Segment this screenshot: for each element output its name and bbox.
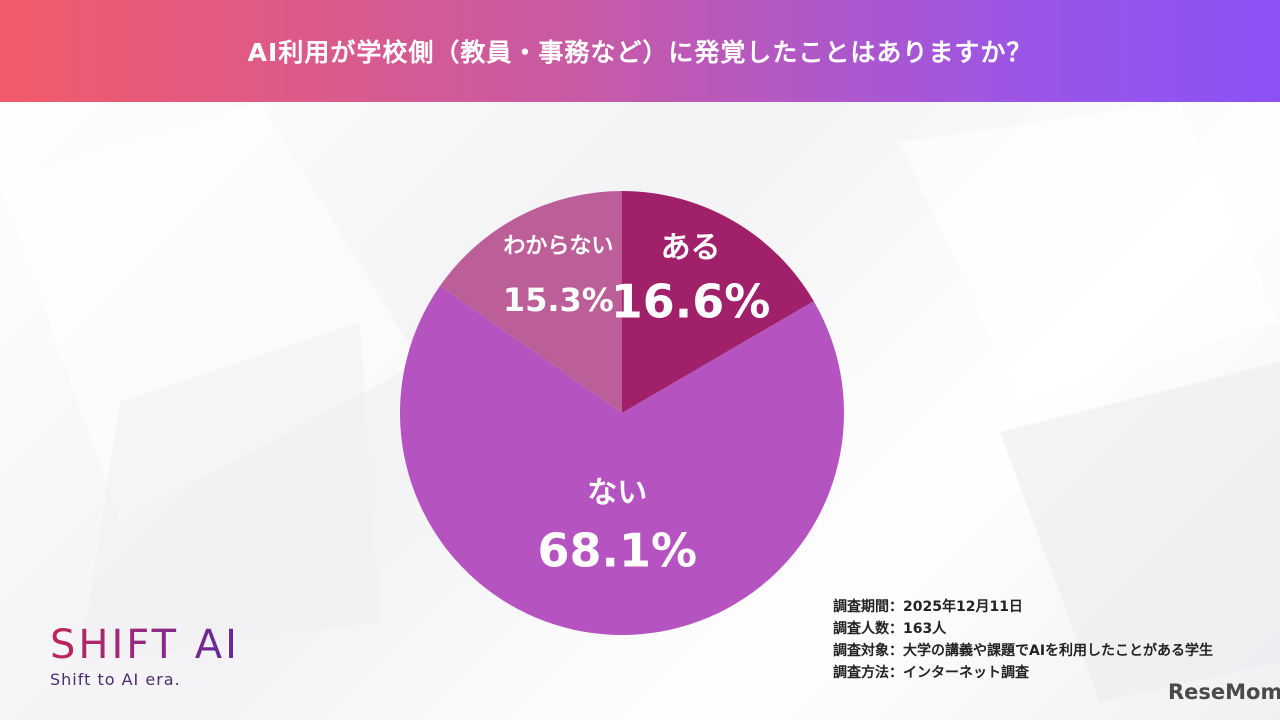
survey-notes: 調査期間：2025年12月11日 調査人数：163人 調査対象：大学の講義や課題… [833,596,1213,684]
slice-nai-value: 68.1% [537,523,697,577]
survey-period: 調査期間：2025年12月11日 [833,599,1023,615]
survey-target: 調査対象：大学の講義や課題でAIを利用したことがある学生 [833,643,1214,659]
slice-aru-label: ある [661,231,721,266]
slice-aru-value: 16.6% [611,275,771,329]
header-bar: AI利用が学校側（教員・事務など）に発覚したことはありますか？ [0,0,1280,102]
slice-wakaranai-label: わからない [503,234,613,259]
logo-tagline: Shift to AI era. [50,670,181,689]
background-pattern [0,102,1280,702]
chart-title: AI利用が学校側（教員・事務など）に発覚したことはありますか？ [247,38,1033,67]
shift-ai-logo: SHIFT AI Shift to AI era. [50,622,240,689]
logo-brand: SHIFT AI [50,622,240,668]
resemom-watermark: ReseMom [1168,680,1280,704]
survey-method: 調査方法：インターネット調査 [833,665,1029,681]
survey-count: 調査人数：163人 [833,621,947,637]
slice-aru [622,191,814,413]
slice-nai-label: ない [587,475,647,510]
slice-wakaranai-value: 15.3% [503,281,614,319]
pie-chart: ある 16.6% ない 68.1% わからない 15.3% [399,190,844,635]
slice-nai [399,285,844,635]
slice-wakaranai [439,190,622,413]
